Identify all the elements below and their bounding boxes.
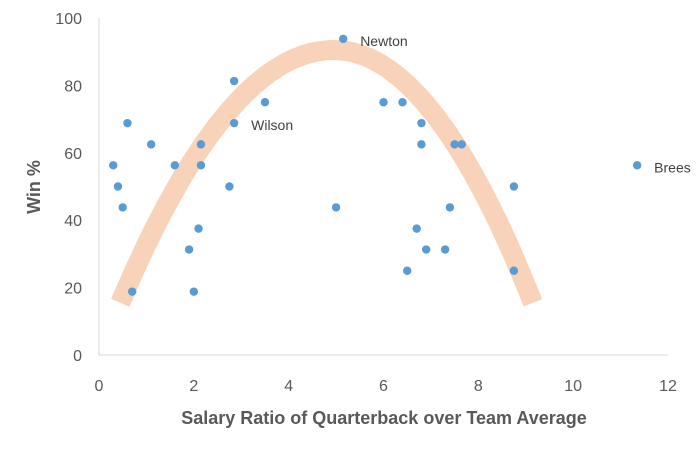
data-point [421, 245, 431, 254]
y-tick-label: 60 [64, 146, 82, 163]
y-tick-labels: 0 20 40 60 80 100 [55, 11, 82, 365]
data-point [509, 266, 519, 275]
data-point [260, 98, 270, 107]
y-tick-label: 80 [64, 78, 82, 95]
data-point [229, 76, 239, 86]
data-point [450, 140, 459, 149]
data-point [509, 182, 519, 191]
x-tick-label: 0 [95, 378, 104, 395]
data-point [118, 203, 127, 212]
x-axis-title: Salary Ratio of Quarterback over Team Av… [181, 408, 587, 428]
x-tick-label: 10 [564, 378, 582, 395]
x-tick-label: 2 [189, 378, 198, 395]
data-point [412, 224, 421, 233]
data-point [123, 118, 132, 128]
point-annotations: Newton Wilson Brees [251, 33, 691, 175]
point-label-wilson: Wilson [251, 117, 293, 133]
data-point [632, 161, 642, 170]
x-tick-label: 6 [379, 378, 388, 395]
data-point [440, 245, 450, 254]
y-tick-label: 0 [73, 348, 82, 365]
data-point [194, 224, 203, 233]
data-point [189, 287, 199, 296]
data-point [379, 98, 388, 107]
data-point [146, 140, 156, 149]
data-point [109, 161, 118, 170]
data-point [113, 182, 123, 191]
data-point [398, 98, 407, 107]
point-label-newton: Newton [360, 33, 407, 49]
data-point [331, 203, 341, 212]
point-label-brees: Brees [654, 159, 691, 175]
data-point [196, 140, 206, 149]
x-tick-label: 12 [659, 378, 677, 395]
data-point [170, 161, 180, 170]
data-point [229, 118, 239, 128]
data-point [457, 140, 466, 149]
data-point [196, 161, 206, 170]
x-tick-label: 8 [474, 378, 483, 395]
data-point [127, 287, 137, 296]
x-tick-label: 4 [284, 378, 293, 395]
data-point [417, 118, 426, 128]
data-points [109, 34, 642, 296]
data-point [403, 266, 412, 275]
y-tick-label: 100 [55, 11, 82, 28]
x-tick-labels: 0 2 4 6 8 10 12 [95, 378, 677, 395]
trend-band [111, 40, 543, 307]
y-tick-label: 40 [64, 213, 82, 230]
data-point [225, 182, 234, 191]
data-point [445, 203, 455, 212]
data-point [417, 140, 426, 149]
data-point [338, 34, 348, 44]
data-point [184, 245, 194, 254]
y-tick-label: 20 [64, 281, 82, 298]
y-axis-title: Win % [24, 160, 44, 214]
